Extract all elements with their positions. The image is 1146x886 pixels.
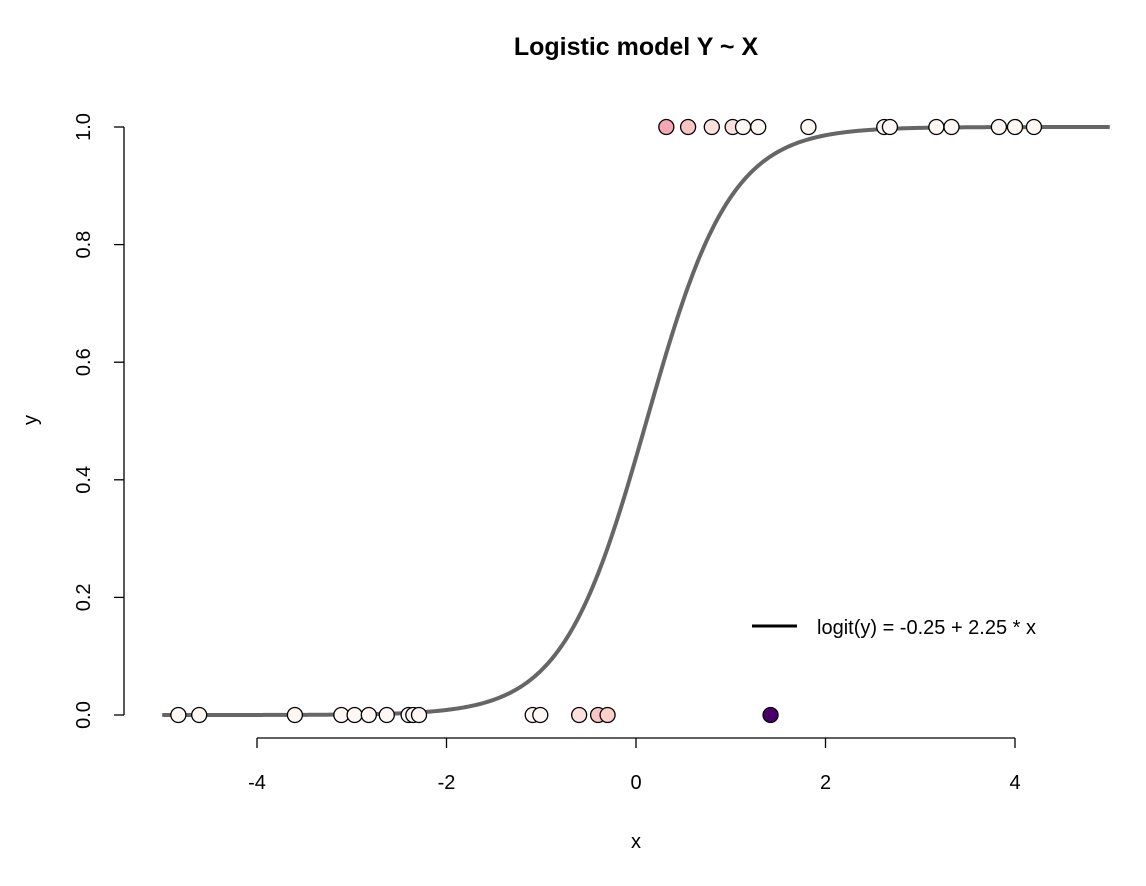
data-point [800,118,817,136]
data-point [286,706,304,724]
chart-title: Logistic model Y ~ X [514,33,759,61]
data-point [571,706,588,724]
x-tick-label: 4 [1009,772,1020,794]
data-point [750,118,767,136]
data-point [679,118,697,136]
y-tick-label: 0.8 [73,231,95,259]
data-point [599,706,616,724]
data-point [928,118,945,136]
y-axis: 0.0 0.2 0.4 0.6 0.8 1.0 [73,113,125,729]
data-points [170,118,1043,724]
y-tick-label: 0.0 [73,701,95,729]
y-axis-label: y [20,415,42,425]
data-point [532,706,549,724]
x-tick-label: -2 [438,772,456,794]
x-tick-label: 2 [820,772,831,794]
legend: logit(y) = -0.25 + 2.25 * x [752,617,1036,639]
data-point [1006,118,1024,136]
y-tick-label: 0.2 [73,583,95,611]
y-tick-label: 0.6 [73,348,95,376]
data-point [378,706,395,724]
x-tick-label: 0 [630,772,641,794]
data-point [410,706,428,724]
data-point [734,118,752,136]
data-point [943,118,960,136]
data-point [990,118,1008,136]
data-point [346,706,363,724]
data-point [762,706,779,724]
x-axis-label: x [631,831,641,853]
y-tick-label: 1.0 [73,113,95,141]
data-point [170,706,187,724]
x-tick-label: -4 [248,772,266,794]
data-point [191,706,208,724]
x-axis: -4 -2 0 2 4 [248,737,1021,794]
data-point [881,118,899,136]
legend-label: logit(y) = -0.25 + 2.25 * x [817,617,1036,639]
data-point [703,118,720,136]
data-point [1025,118,1043,136]
data-point [360,706,377,724]
data-point [658,118,675,136]
y-tick-label: 0.4 [73,466,95,494]
